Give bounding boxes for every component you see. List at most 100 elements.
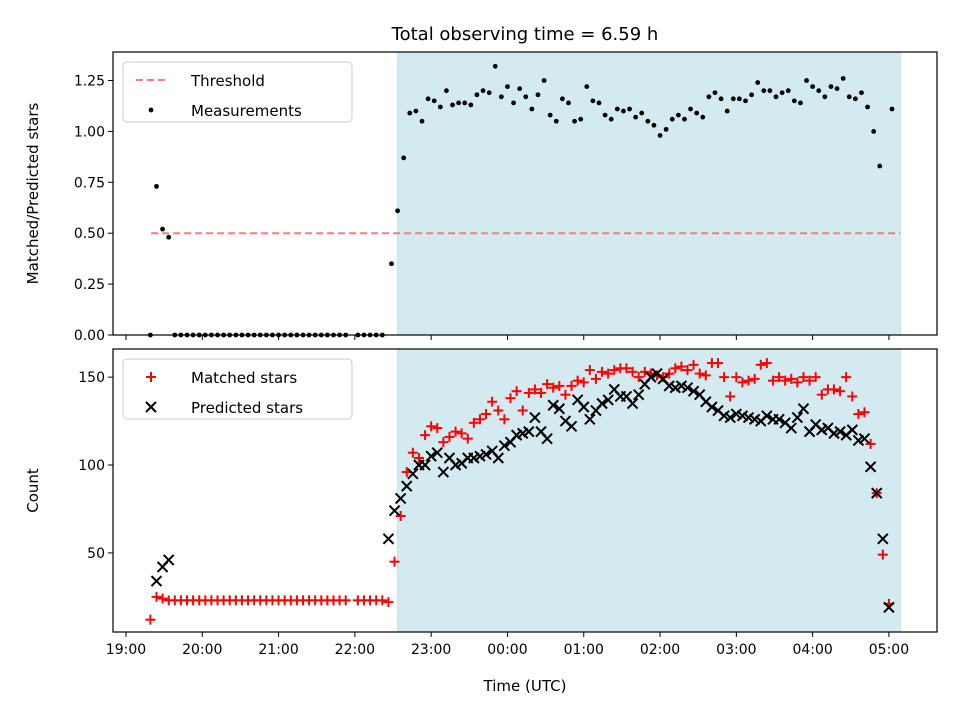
- matched-star-point: [676, 361, 687, 372]
- legend-matched-swatch: [146, 372, 156, 382]
- measurement-point: [767, 88, 773, 94]
- matched-star-point: [511, 386, 522, 397]
- measurement-point: [523, 94, 529, 100]
- matched-star-point: [432, 423, 443, 434]
- matched-star-point: [743, 375, 754, 386]
- matched-star-point: [450, 426, 461, 437]
- predicted-star-point: [681, 381, 694, 394]
- matched-star-point: [413, 452, 424, 463]
- y-tick-label: 50: [87, 546, 105, 562]
- matched-star-point: [566, 380, 577, 391]
- measurement-point: [468, 102, 474, 108]
- matched-star-point: [597, 366, 608, 377]
- legend-box: [122, 358, 353, 420]
- measurement-point: [663, 126, 669, 132]
- measurement-point: [566, 100, 571, 106]
- matched-star-point: [847, 391, 858, 402]
- matched-star-point: [426, 421, 437, 432]
- matched-star-point: [438, 437, 449, 448]
- predicted-star-point: [401, 480, 413, 492]
- measurement-point: [798, 100, 803, 106]
- measurement-point: [511, 100, 516, 106]
- measurement-point: [712, 90, 718, 96]
- y-tick-label: 1.00: [74, 124, 105, 140]
- predicted-star-point: [871, 487, 883, 499]
- measurement-point: [456, 100, 462, 106]
- measurement-point: [596, 100, 602, 106]
- legend-label: Predicted stars: [191, 399, 303, 417]
- matched-star-point: [499, 414, 510, 425]
- measurement-point: [846, 94, 852, 100]
- y-axis-label: Count: [24, 468, 42, 513]
- matched-star-point: [603, 368, 614, 379]
- measurement-point: [736, 96, 742, 102]
- predicted-star-point: [565, 420, 578, 433]
- matched-star-point: [780, 375, 791, 386]
- axes-frame: [112, 348, 938, 633]
- matched-star-point: [798, 372, 809, 383]
- predicted-star-point: [498, 439, 511, 452]
- legend: Threshold Measurements: [122, 61, 353, 123]
- matched-star-point: [621, 363, 632, 374]
- x-tick-label: 20:00: [182, 642, 222, 658]
- y-tick-label: 1.25: [74, 74, 105, 90]
- measurement-point: [425, 96, 431, 102]
- predicted-star-point: [791, 411, 804, 424]
- matched-star-point: [835, 386, 846, 397]
- y-axis-label: Matched/Predicted stars: [24, 103, 42, 285]
- measurement-point: [669, 116, 675, 122]
- measurement-point: [474, 92, 480, 98]
- matched-star-point: [554, 380, 565, 391]
- predicted-star-point: [632, 388, 645, 401]
- matched-star-point: [395, 510, 406, 521]
- matched-star-point: [725, 391, 736, 402]
- measurement-point: [486, 90, 492, 96]
- chart-title: Total observing time = 6.59 h: [391, 24, 659, 45]
- matched-star-point: [389, 556, 400, 567]
- measurement-point: [462, 100, 468, 106]
- measurement-point: [804, 78, 809, 83]
- measurement-point: [749, 92, 754, 98]
- measurement-point: [773, 94, 779, 100]
- predicted-star-point: [382, 533, 395, 545]
- measurement-point: [413, 108, 419, 114]
- measurement-point: [444, 88, 449, 94]
- measurement-point: [584, 84, 590, 90]
- predicted-star-point: [602, 394, 614, 406]
- matched-star-point: [572, 375, 583, 386]
- matched-star-point: [792, 377, 803, 388]
- matched-star-point: [560, 389, 571, 400]
- matched-star-point: [633, 372, 644, 383]
- matched-star-point: [774, 372, 785, 383]
- matched-star-point: [578, 377, 589, 388]
- predicted-star-point: [553, 403, 566, 415]
- matched-star-point: [487, 396, 498, 407]
- matched-star-point: [749, 373, 760, 384]
- measurement-point: [480, 88, 486, 94]
- matched-star-point: [157, 593, 168, 604]
- matched-star-point: [713, 358, 724, 369]
- measurement-point: [675, 112, 681, 118]
- series-predicted-stars: [150, 367, 895, 614]
- measurement-point: [700, 114, 706, 120]
- predicted-star-point: [492, 452, 505, 464]
- legend: Matched stars Predicted stars: [122, 358, 353, 420]
- axes-frame: [112, 51, 938, 336]
- matched-star-point: [340, 595, 351, 606]
- predicted-star-point: [480, 448, 492, 461]
- matched-star-point: [481, 409, 492, 420]
- y-tick-label: 0.25: [74, 277, 105, 293]
- matched-star-point: [682, 365, 693, 376]
- series-matched-stars: [145, 358, 894, 625]
- measurement-point: [816, 88, 822, 94]
- legend-label: Measurements: [191, 102, 302, 120]
- matched-star-point: [627, 366, 638, 377]
- measurement-point: [877, 163, 883, 169]
- matched-star-point: [474, 414, 485, 425]
- y-tick-label: 150: [78, 370, 105, 386]
- matched-star-point: [810, 372, 821, 383]
- matched-star-point: [420, 430, 431, 441]
- measurement-point: [517, 86, 523, 92]
- predicted-star-point: [626, 397, 639, 410]
